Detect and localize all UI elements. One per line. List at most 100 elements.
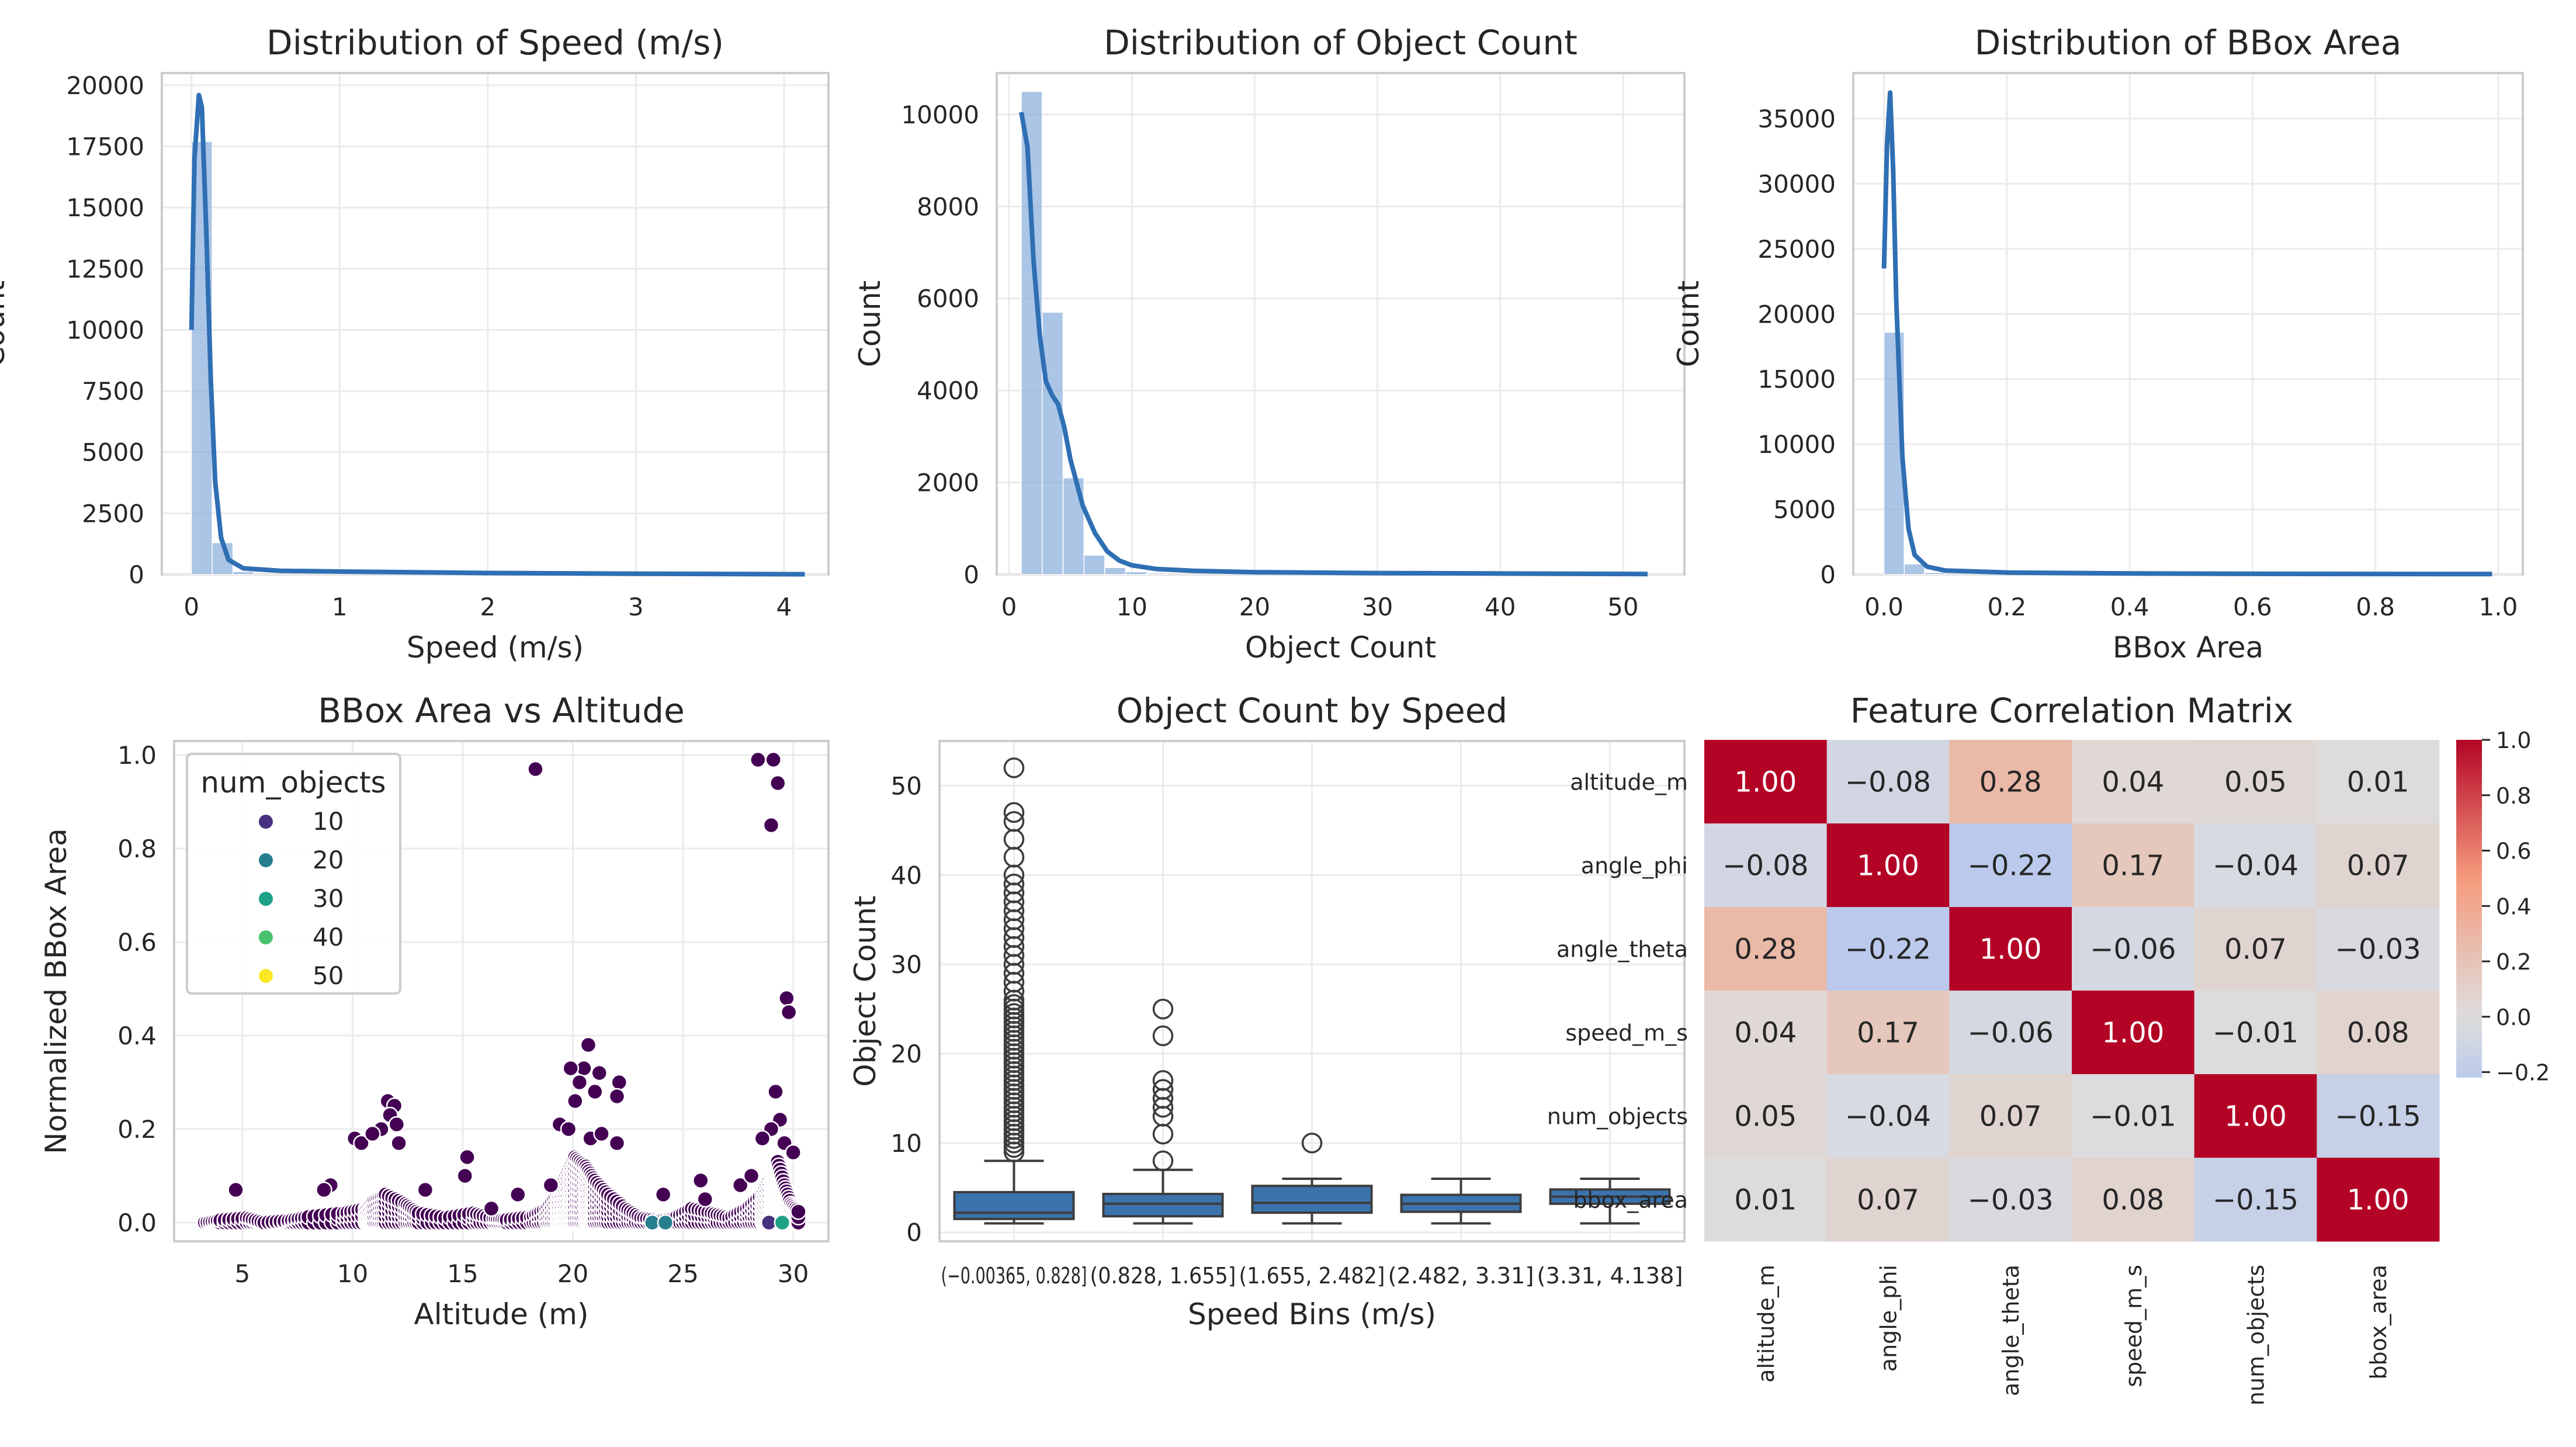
y-axis-label: Count [1672, 281, 1705, 368]
y-tick-label: 12500 [66, 255, 144, 283]
scatter-point [227, 1181, 244, 1199]
y-tick-label: 8000 [917, 192, 979, 221]
box-iqr [1251, 1185, 1373, 1214]
y-tick-label: 7500 [82, 377, 144, 406]
heatmap-value: 1.00 [2224, 1100, 2287, 1133]
x-axis-label: Speed (m/s) [407, 631, 584, 664]
scatter-point [580, 1036, 597, 1054]
heatmap-cell [2194, 991, 2317, 1075]
x-tick-label: 1 [332, 593, 348, 621]
legend-label: 10 [313, 807, 344, 836]
x-tick-label: (3.31, 4.138] [1537, 1263, 1683, 1289]
histogram-bar [1125, 571, 1147, 575]
box-outlier [1152, 998, 1174, 1020]
heatmap-value: −0.01 [2213, 1017, 2298, 1050]
x-tick-label: 0.2 [1987, 593, 2026, 621]
column-label: num_objects [2244, 1265, 2269, 1406]
x-tick-label: (0.828, 1.655] [1090, 1263, 1236, 1289]
heatmap-value: −0.22 [1845, 933, 1931, 966]
y-tick-label: 10000 [901, 101, 979, 129]
heatmap-value: 0.08 [2347, 1017, 2409, 1050]
heatmap-cell [2194, 1158, 2317, 1242]
scatter-point [750, 751, 767, 768]
colorbar-tick-label: 0.4 [2496, 894, 2531, 919]
heatmap-cell [2317, 823, 2440, 908]
legend-marker [259, 815, 273, 829]
box-outlier [1003, 757, 1025, 778]
x-tick-label: (2.482, 3.31] [1388, 1263, 1534, 1289]
scatter-point [611, 1074, 628, 1091]
y-tick-label: 25000 [1757, 235, 1836, 264]
scatter-point [587, 1083, 604, 1100]
y-tick-label: 5000 [82, 438, 144, 467]
histogram-bar [1904, 563, 1925, 575]
heatmap-value: 0.05 [2224, 766, 2287, 799]
heatmap-value: 0.07 [2224, 933, 2287, 966]
legend-title: num_objects [200, 766, 386, 799]
heatmap-cell [1826, 823, 1950, 908]
y-tick-label: 4000 [917, 376, 979, 405]
panel-object-count-boxplot: Object Count by Speed Speed Bins (m/s) Obj… [848, 691, 1686, 1331]
panel-correlation-heatmap: Feature Correlation Matrix 1.00 −0.08 0.28 0… [1547, 691, 2550, 1406]
scatter-point [778, 989, 795, 1007]
x-tick-label: 20 [1239, 593, 1270, 621]
heatmap-cell [2317, 907, 2440, 991]
y-tick-label: 0.8 [117, 835, 157, 863]
column-label: speed_m_s [2121, 1265, 2147, 1387]
scatter-point [765, 751, 782, 768]
scatter-point [388, 1116, 405, 1133]
colorbar-tick-label: 0.0 [2496, 1005, 2531, 1030]
x-tick-label: 25 [667, 1259, 698, 1288]
row-label: angle_phi [1581, 853, 1688, 879]
scatter-point [731, 1176, 749, 1194]
heatmap-value: 1.00 [1734, 766, 1797, 799]
heatmap-cell [2072, 907, 2195, 991]
histogram-bar [1924, 572, 1946, 575]
axes-frame [1852, 72, 2524, 576]
heatmap-cell [1949, 907, 2072, 991]
legend-marker [259, 969, 273, 983]
heatmap-cell [1704, 740, 1828, 824]
scatter-point [560, 1120, 577, 1138]
y-tick-label: 10000 [1757, 430, 1836, 459]
box-iqr [953, 1190, 1075, 1220]
heatmap-value: −0.06 [2090, 933, 2176, 966]
heatmap-value: −0.04 [2213, 850, 2298, 882]
scatter-point [562, 1060, 580, 1077]
axes-frame [996, 72, 1686, 576]
x-tick-label: 0 [1001, 593, 1017, 621]
y-tick-label: 35000 [1757, 105, 1836, 133]
scatter-point [390, 1134, 407, 1152]
histogram-bar [1104, 567, 1126, 575]
box-outlier [1301, 1133, 1323, 1154]
chart-title: Distribution of Object Count [1104, 23, 1578, 63]
y-tick-label: 20000 [66, 71, 144, 100]
heatmap-cell [1704, 1074, 1828, 1158]
chart-title: Distribution of Speed (m/s) [266, 23, 724, 63]
scatter-point [364, 1125, 381, 1143]
scatter-point [456, 1167, 474, 1185]
box-outlier [1152, 1070, 1174, 1091]
heatmap-value: −0.08 [1722, 850, 1808, 882]
heatmap-value: 0.01 [1734, 1184, 1797, 1217]
heatmap-cell [2072, 823, 2195, 908]
y-axis-label: Count [0, 281, 11, 368]
legend-label: 30 [313, 884, 344, 913]
x-tick-label: 0.0 [1864, 593, 1904, 621]
legend-marker [259, 892, 273, 906]
heatmap-value: 0.17 [1857, 1017, 1919, 1050]
kde-curve [1019, 112, 1648, 577]
x-axis-label: Speed Bins (m/s) [1188, 1297, 1436, 1331]
heatmap-value: −0.03 [2335, 933, 2421, 966]
scatter-point [774, 1214, 791, 1231]
x-tick-label: 0.6 [2233, 593, 2272, 621]
heatmap-value: 0.17 [2102, 850, 2164, 882]
box-iqr [1102, 1192, 1224, 1218]
scatter-point [316, 1181, 332, 1199]
x-axis-label: Object Count [1245, 631, 1436, 664]
heatmap-cell [1949, 740, 2072, 824]
scatter-point [762, 816, 780, 834]
heatmap-value: −0.08 [1845, 766, 1931, 799]
column-label: bbox_area [2366, 1265, 2391, 1380]
histogram-bar [1146, 572, 1168, 575]
